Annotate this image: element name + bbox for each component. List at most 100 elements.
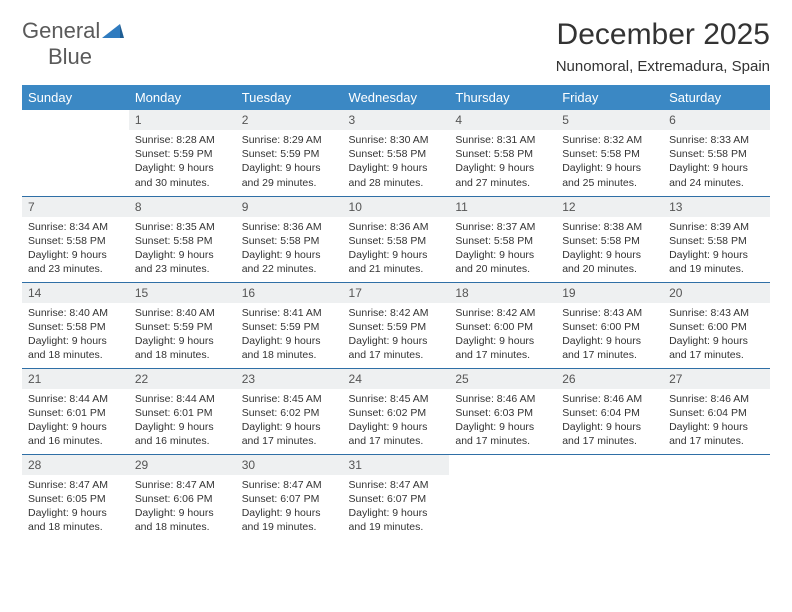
d1-text: Daylight: 9 hours — [28, 334, 123, 348]
sunset-text: Sunset: 6:01 PM — [28, 406, 123, 420]
d2-text: and 20 minutes. — [455, 262, 550, 276]
d2-text: and 21 minutes. — [349, 262, 444, 276]
calendar-day-cell: 27 Sunrise: 8:46 AMSunset: 6:04 PMDayligh… — [663, 368, 770, 454]
calendar-week-row: 21Sunrise: 8:44 AMSunset: 6:01 PMDayligh… — [22, 368, 770, 454]
day-number: 21 — [22, 369, 129, 389]
brand-name-b: Blue — [48, 44, 92, 69]
day-details: Sunrise: 8:43 AMSunset: 6:00 PMDaylight:… — [556, 303, 663, 367]
location-subtitle: Nunomoral, Extremadura, Spain — [556, 58, 770, 75]
day-details: Sunrise: 8:45 AMSunset: 6:02 PMDaylight:… — [343, 389, 450, 453]
d2-text: and 17 minutes. — [669, 348, 764, 362]
sunset-text: Sunset: 6:07 PM — [349, 492, 444, 506]
day-number: 27 — [663, 369, 770, 389]
calendar-day-cell — [449, 454, 556, 540]
d2-text: and 17 minutes. — [455, 434, 550, 448]
sunset-text: Sunset: 5:58 PM — [242, 234, 337, 248]
day-details: Sunrise: 8:44 AMSunset: 6:01 PMDaylight:… — [22, 389, 129, 453]
sunset-text: Sunset: 6:03 PM — [455, 406, 550, 420]
d2-text: and 30 minutes. — [135, 176, 230, 190]
weekday-header: Monday — [129, 85, 236, 110]
calendar-day-cell: 10Sunrise: 8:36 AMSunset: 5:58 PMDayligh… — [343, 196, 450, 282]
d1-text: Daylight: 9 hours — [242, 420, 337, 434]
d1-text: Daylight: 9 hours — [349, 334, 444, 348]
weekday-header: Friday — [556, 85, 663, 110]
day-details: Sunrise: 8:46 AMSunset: 6:03 PMDaylight:… — [449, 389, 556, 453]
d2-text: and 18 minutes. — [28, 520, 123, 534]
d2-text: and 17 minutes. — [669, 434, 764, 448]
d1-text: Daylight: 9 hours — [242, 161, 337, 175]
day-number: 14 — [22, 283, 129, 303]
sunrise-text: Sunrise: 8:28 AM — [135, 133, 230, 147]
day-number: 3 — [343, 110, 450, 130]
brand-sail-icon — [102, 22, 124, 43]
calendar-day-cell: 7Sunrise: 8:34 AMSunset: 5:58 PMDaylight… — [22, 196, 129, 282]
day-number: 20 — [663, 283, 770, 303]
sunset-text: Sunset: 6:07 PM — [242, 492, 337, 506]
calendar-day-cell: 9Sunrise: 8:36 AMSunset: 5:58 PMDaylight… — [236, 196, 343, 282]
calendar-table: Sunday Monday Tuesday Wednesday Thursday… — [22, 85, 770, 540]
d1-text: Daylight: 9 hours — [349, 420, 444, 434]
sunset-text: Sunset: 5:59 PM — [135, 147, 230, 161]
d1-text: Daylight: 9 hours — [242, 506, 337, 520]
d2-text: and 17 minutes. — [349, 348, 444, 362]
calendar-day-cell: 2Sunrise: 8:29 AMSunset: 5:59 PMDaylight… — [236, 110, 343, 196]
sunrise-text: Sunrise: 8:36 AM — [242, 220, 337, 234]
calendar-day-cell: 22Sunrise: 8:44 AMSunset: 6:01 PMDayligh… — [129, 368, 236, 454]
d1-text: Daylight: 9 hours — [135, 334, 230, 348]
d1-text: Daylight: 9 hours — [28, 506, 123, 520]
day-details: Sunrise: 8:42 AMSunset: 5:59 PMDaylight:… — [343, 303, 450, 367]
weekday-header: Thursday — [449, 85, 556, 110]
sunset-text: Sunset: 5:59 PM — [349, 320, 444, 334]
calendar-week-row: 7Sunrise: 8:34 AMSunset: 5:58 PMDaylight… — [22, 196, 770, 282]
day-number: 13 — [663, 197, 770, 217]
sunrise-text: Sunrise: 8:46 AM — [669, 392, 764, 406]
day-details: Sunrise: 8:32 AMSunset: 5:58 PMDaylight:… — [556, 130, 663, 194]
d1-text: Daylight: 9 hours — [669, 248, 764, 262]
title-block: December 2025 Nunomoral, Extremadura, Sp… — [556, 18, 770, 75]
d1-text: Daylight: 9 hours — [562, 161, 657, 175]
sunrise-text: Sunrise: 8:30 AM — [349, 133, 444, 147]
day-number: 12 — [556, 197, 663, 217]
d1-text: Daylight: 9 hours — [669, 161, 764, 175]
d1-text: Daylight: 9 hours — [455, 334, 550, 348]
day-number: 1 — [129, 110, 236, 130]
sunrise-text: Sunrise: 8:42 AM — [455, 306, 550, 320]
sunset-text: Sunset: 6:04 PM — [669, 406, 764, 420]
d2-text: and 19 minutes. — [349, 520, 444, 534]
day-details: Sunrise: 8:47 AMSunset: 6:07 PMDaylight:… — [343, 475, 450, 539]
calendar-day-cell: 4Sunrise: 8:31 AMSunset: 5:58 PMDaylight… — [449, 110, 556, 196]
calendar-day-cell: 23Sunrise: 8:45 AMSunset: 6:02 PMDayligh… — [236, 368, 343, 454]
d2-text: and 18 minutes. — [242, 348, 337, 362]
d1-text: Daylight: 9 hours — [28, 420, 123, 434]
day-number: 28 — [22, 455, 129, 475]
day-number: 8 — [129, 197, 236, 217]
sunrise-text: Sunrise: 8:37 AM — [455, 220, 550, 234]
d2-text: and 28 minutes. — [349, 176, 444, 190]
sunrise-text: Sunrise: 8:42 AM — [349, 306, 444, 320]
day-details: Sunrise: 8:39 AMSunset: 5:58 PMDaylight:… — [663, 217, 770, 281]
sunrise-text: Sunrise: 8:47 AM — [28, 478, 123, 492]
day-details: Sunrise: 8:47 AMSunset: 6:05 PMDaylight:… — [22, 475, 129, 539]
calendar-day-cell: 20Sunrise: 8:43 AMSunset: 6:00 PMDayligh… — [663, 282, 770, 368]
d1-text: Daylight: 9 hours — [669, 420, 764, 434]
d2-text: and 29 minutes. — [242, 176, 337, 190]
sunset-text: Sunset: 5:58 PM — [349, 234, 444, 248]
calendar-day-cell — [663, 454, 770, 540]
d2-text: and 22 minutes. — [242, 262, 337, 276]
calendar-day-cell: 24Sunrise: 8:45 AMSunset: 6:02 PMDayligh… — [343, 368, 450, 454]
sunrise-text: Sunrise: 8:36 AM — [349, 220, 444, 234]
weekday-header-row: Sunday Monday Tuesday Wednesday Thursday… — [22, 85, 770, 110]
weekday-header: Saturday — [663, 85, 770, 110]
d2-text: and 17 minutes. — [242, 434, 337, 448]
day-number: 7 — [22, 197, 129, 217]
d2-text: and 16 minutes. — [28, 434, 123, 448]
d2-text: and 23 minutes. — [135, 262, 230, 276]
sunset-text: Sunset: 5:58 PM — [349, 147, 444, 161]
day-number: 5 — [556, 110, 663, 130]
d1-text: Daylight: 9 hours — [242, 248, 337, 262]
sunset-text: Sunset: 5:58 PM — [135, 234, 230, 248]
day-details: Sunrise: 8:36 AMSunset: 5:58 PMDaylight:… — [236, 217, 343, 281]
d2-text: and 17 minutes. — [562, 348, 657, 362]
d1-text: Daylight: 9 hours — [135, 420, 230, 434]
sunset-text: Sunset: 6:00 PM — [562, 320, 657, 334]
